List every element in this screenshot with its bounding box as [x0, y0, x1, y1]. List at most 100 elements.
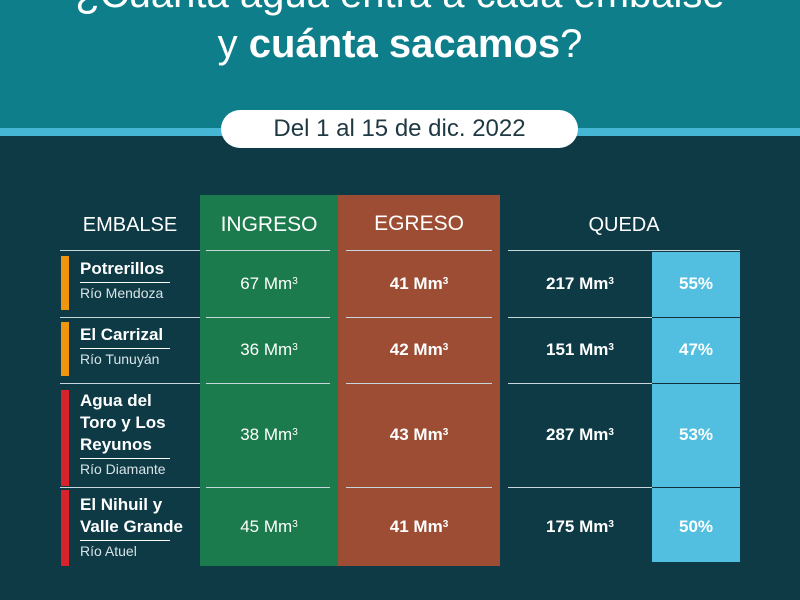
row-divider — [60, 487, 200, 488]
status-bar — [61, 322, 69, 376]
egreso-value-unit-exponent: 3 — [442, 342, 449, 353]
queda-value: 287 Mm3 — [508, 424, 652, 446]
status-bar — [61, 490, 69, 566]
title-suffix: ? — [560, 22, 583, 66]
title-prefix: y — [217, 22, 238, 66]
ingreso-value-number: 45 — [240, 517, 260, 536]
row-divider — [346, 317, 492, 318]
queda-percent: 50% — [678, 517, 714, 536]
queda-value-number: 151 — [546, 340, 575, 359]
queda-percent: 53% — [678, 425, 714, 444]
ingreso-value: 38 Mm3 — [200, 424, 338, 446]
reservoir-name-line: Potrerillos — [80, 259, 165, 278]
egreso-value-number: 42 — [389, 340, 409, 359]
ingreso-value-number: 67 — [240, 274, 260, 293]
reservoir-name-line: Reyunos — [80, 435, 152, 454]
reservoir-name-underline — [80, 348, 170, 349]
egreso-value-unit: Mm — [413, 340, 443, 359]
row-divider — [346, 383, 492, 384]
egreso-value: 43 Mm3 — [338, 424, 500, 446]
queda-value: 175 Mm3 — [508, 516, 652, 538]
egreso-value-number: 41 — [389, 517, 409, 536]
header-ingreso: INGRESO — [220, 213, 318, 236]
ingreso-value-unit: Mm — [263, 425, 293, 444]
header-divider — [346, 250, 492, 251]
egreso-value-unit-exponent: 3 — [442, 276, 449, 287]
river-name: Río Atuel — [80, 543, 137, 559]
title-line-1: ¿Cuánta agua entra a cada embalse — [0, 0, 800, 18]
queda-value-number: 287 — [546, 425, 575, 444]
row-divider — [60, 383, 200, 384]
row-divider — [508, 487, 652, 488]
header-queda: QUEDA — [588, 214, 660, 236]
header-divider — [206, 250, 330, 251]
ingreso-value-unit: Mm — [263, 340, 293, 359]
ingreso-column — [200, 195, 338, 566]
egreso-value-unit-exponent: 3 — [442, 427, 449, 438]
ingreso-value-unit: Mm — [263, 274, 293, 293]
reservoir-name: Potrerillos — [80, 258, 164, 280]
row-divider — [652, 383, 740, 384]
queda-value-unit-exponent: 3 — [608, 276, 614, 287]
ingreso-value: 45 Mm3 — [200, 516, 338, 538]
egreso-column — [338, 195, 500, 566]
reservoir-name-underline — [80, 282, 170, 283]
reservoir-name-line: El Carrizal — [80, 325, 164, 344]
status-bar — [61, 390, 69, 486]
row-divider — [206, 383, 330, 384]
egreso-value-unit: Mm — [413, 425, 443, 444]
queda-value-unit-exponent: 3 — [608, 427, 614, 438]
date-range-badge: Del 1 al 15 de dic. 2022 — [221, 110, 578, 148]
ingreso-value-unit-exponent: 3 — [292, 427, 298, 438]
row-divider — [206, 487, 330, 488]
egreso-value: 42 Mm3 — [338, 339, 500, 361]
header-embalse: EMBALSE — [82, 214, 178, 236]
row-divider — [206, 317, 330, 318]
queda-value-unit: Mm — [579, 340, 609, 359]
row-divider — [508, 317, 652, 318]
river-name: Río Mendoza — [80, 285, 164, 301]
row-divider — [508, 383, 652, 384]
queda-value-unit-exponent: 3 — [608, 519, 614, 530]
reservoir-name: El Carrizal — [80, 324, 163, 346]
queda-value-number: 217 — [546, 274, 575, 293]
reservoir-name-underline — [80, 540, 170, 541]
row-divider — [346, 487, 492, 488]
reservoir-name: El Nihuil y Valle Grande — [80, 494, 183, 538]
reservoir-name-line: El Nihuil y — [80, 495, 163, 514]
ingreso-value: 67 Mm3 — [200, 273, 338, 295]
ingreso-value-unit-exponent: 3 — [292, 519, 298, 530]
title-line-2: y cuánta sacamos? — [0, 20, 800, 68]
river-name: Río Tunuyán — [80, 351, 160, 367]
row-divider — [60, 317, 200, 318]
egreso-value-unit-exponent: 3 — [442, 519, 449, 530]
header-banner: ¿Cuánta agua entra a cada embalse y cuán… — [0, 0, 800, 128]
queda-value-unit: Mm — [579, 425, 609, 444]
egreso-value: 41 Mm3 — [338, 516, 500, 538]
header-divider — [60, 250, 200, 251]
reservoir-name-underline — [80, 458, 170, 459]
reservoir-name-line: Agua del — [80, 391, 152, 410]
queda-percent: 55% — [678, 274, 714, 293]
reservoir-name: Agua del Toro y Los Reyunos — [80, 390, 166, 456]
queda-value-unit: Mm — [579, 274, 609, 293]
ingreso-value-unit-exponent: 3 — [292, 276, 298, 287]
queda-value-unit: Mm — [579, 517, 609, 536]
river-name: Río Diamante — [80, 461, 166, 477]
ingreso-value-unit-exponent: 3 — [292, 342, 298, 353]
queda-value-number: 175 — [546, 517, 575, 536]
egreso-value-unit: Mm — [413, 274, 443, 293]
queda-value: 151 Mm3 — [508, 339, 652, 361]
ingreso-value: 36 Mm3 — [200, 339, 338, 361]
egreso-value-unit: Mm — [413, 517, 443, 536]
row-divider — [652, 487, 740, 488]
queda-percent: 47% — [678, 340, 714, 359]
queda-percent-column — [652, 252, 740, 562]
queda-value: 217 Mm3 — [508, 273, 652, 295]
row-divider — [652, 317, 740, 318]
reservoir-name-line: Toro y Los — [80, 413, 166, 432]
status-bar — [61, 256, 69, 310]
ingreso-value-number: 38 — [240, 425, 260, 444]
egreso-value-number: 43 — [389, 425, 409, 444]
header-divider — [508, 250, 740, 251]
